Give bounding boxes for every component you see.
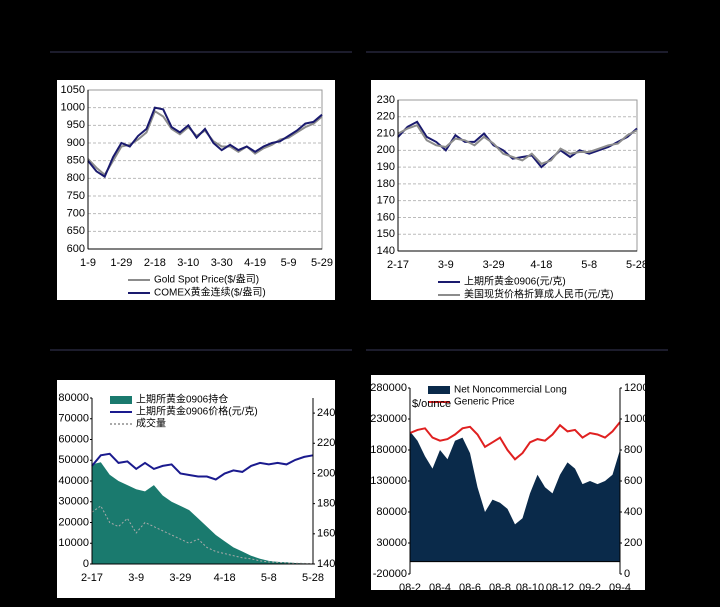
x-tick-label: 2-17 — [81, 572, 103, 584]
y2-tick-label: 240 — [317, 407, 335, 419]
x-tick-label: 5-29 — [311, 257, 333, 269]
y2-tick-label: 160 — [317, 528, 335, 540]
x-tick-label: 08-2 — [399, 582, 421, 594]
x-tick-label: 5-28 — [302, 572, 324, 584]
legend-label: Gold Spot Price($/盎司) — [154, 273, 259, 286]
y-tick-label: 200 — [377, 144, 395, 156]
x-tick-label: 3-29 — [483, 259, 505, 271]
y-tick-label: 180 — [377, 178, 395, 190]
x-tick-label: 4-19 — [244, 257, 266, 269]
y-tick-label: 800 — [67, 172, 85, 184]
y-tick-label: 1000 — [61, 102, 85, 114]
y-tick-label: 650 — [67, 225, 85, 237]
y2-tick-label: 1200 — [624, 382, 648, 394]
x-tick-label: 3-9 — [438, 259, 454, 271]
x-tick-label: 09-4 — [609, 582, 631, 594]
y-tick-label: 1050 — [61, 84, 85, 96]
y-tick-label: 0 — [83, 558, 89, 570]
x-tick-label: 4-18 — [214, 572, 236, 584]
panel — [371, 80, 645, 300]
line — [91, 452, 314, 481]
y-tick-label: 950 — [67, 119, 85, 131]
y-tick-label: 190 — [377, 161, 395, 173]
line — [91, 505, 314, 565]
y2-tick-label: 800 — [624, 444, 642, 456]
y2-tick-label: 400 — [624, 506, 642, 518]
legend-swatch — [428, 386, 450, 394]
area — [410, 431, 620, 562]
legend-swatch — [110, 396, 132, 404]
y2-tick-label: 200 — [317, 467, 335, 479]
y-tick-label: 280000 — [370, 382, 407, 394]
x-tick-label: 2-17 — [387, 259, 409, 271]
x-tick-label: 08-12 — [546, 582, 574, 594]
x-tick-label: 08-6 — [459, 582, 481, 594]
y-tick-label: 130000 — [370, 475, 407, 487]
x-tick-label: 08-8 — [489, 582, 511, 594]
y2-tick-label: 220 — [317, 437, 335, 449]
legend-label: 上期所黄金0906(元/克) — [464, 275, 566, 288]
y2-tick-label: 1000 — [624, 413, 648, 425]
x-tick-label: 5-9 — [281, 257, 297, 269]
x-tick-label: 3-30 — [211, 257, 233, 269]
y-tick-label: 210 — [377, 127, 395, 139]
y-tick-label: 140 — [377, 245, 395, 257]
x-tick-label: 5-8 — [261, 572, 277, 584]
y-tick-label: 160 — [377, 211, 395, 223]
x-tick-label: 3-9 — [128, 572, 144, 584]
legend-label: 成交量 — [136, 417, 166, 430]
y-tick-label: 70000 — [58, 413, 89, 425]
x-tick-label: 08-4 — [429, 582, 451, 594]
y-tick-label: 750 — [67, 190, 85, 202]
y-tick-label: 850 — [67, 155, 85, 167]
legend-label: Net Noncommercial Long — [454, 385, 567, 396]
y-tick-label: 10000 — [58, 537, 89, 549]
y2-tick-label: 180 — [317, 498, 335, 510]
y-tick-label: 700 — [67, 208, 85, 220]
y-tick-label: 50000 — [58, 454, 89, 466]
y-tick-label: 40000 — [58, 475, 89, 487]
x-tick-label: 3-10 — [177, 257, 199, 269]
legend-label: 上期所黄金0906价格(元/克) — [136, 405, 258, 418]
legend-label: 上期所黄金0906持仓 — [136, 393, 228, 406]
y2-tick-label: 140 — [317, 558, 335, 570]
line — [397, 123, 638, 165]
y-tick-label: 600 — [67, 243, 85, 255]
line — [409, 421, 621, 461]
y2-tick-label: 0 — [624, 568, 630, 580]
y-tick-label: 900 — [67, 137, 85, 149]
y-tick-label: 150 — [377, 228, 395, 240]
y-tick-label: 230 — [377, 94, 395, 106]
x-tick-label: 2-18 — [144, 257, 166, 269]
y-tick-label: 170 — [377, 195, 395, 207]
x-tick-label: 08-10 — [516, 582, 544, 594]
line — [87, 106, 323, 179]
y-tick-label: -20000 — [373, 568, 407, 580]
y-tick-label: 20000 — [58, 516, 89, 528]
legend-label: Generic Price — [454, 397, 515, 408]
x-tick-label: 5-28 — [626, 259, 648, 271]
x-tick-label: 1-9 — [80, 257, 96, 269]
y-tick-label: 60000 — [58, 433, 89, 445]
unit-label: $/ounce — [412, 398, 451, 410]
y2-tick-label: 200 — [624, 537, 642, 549]
x-tick-label: 09-2 — [579, 582, 601, 594]
panel — [57, 80, 335, 300]
legend-label: 美国现货价格折算成人民币(元/克) — [464, 288, 613, 301]
y-tick-label: 80000 — [58, 392, 89, 404]
x-tick-label: 3-29 — [169, 572, 191, 584]
x-tick-label: 1-29 — [110, 257, 132, 269]
y-tick-label: 230000 — [370, 413, 407, 425]
y-tick-label: 180000 — [370, 444, 407, 456]
y-tick-label: 30000 — [58, 496, 89, 508]
y-tick-label: 80000 — [376, 506, 407, 518]
area — [92, 462, 313, 564]
x-tick-label: 5-8 — [581, 259, 597, 271]
legend-label: COMEX黄金连续($/盎司) — [154, 286, 266, 299]
y-tick-label: 220 — [377, 111, 395, 123]
y2-tick-label: 600 — [624, 475, 642, 487]
x-tick-label: 4-18 — [530, 259, 552, 271]
y-tick-label: 30000 — [376, 537, 407, 549]
